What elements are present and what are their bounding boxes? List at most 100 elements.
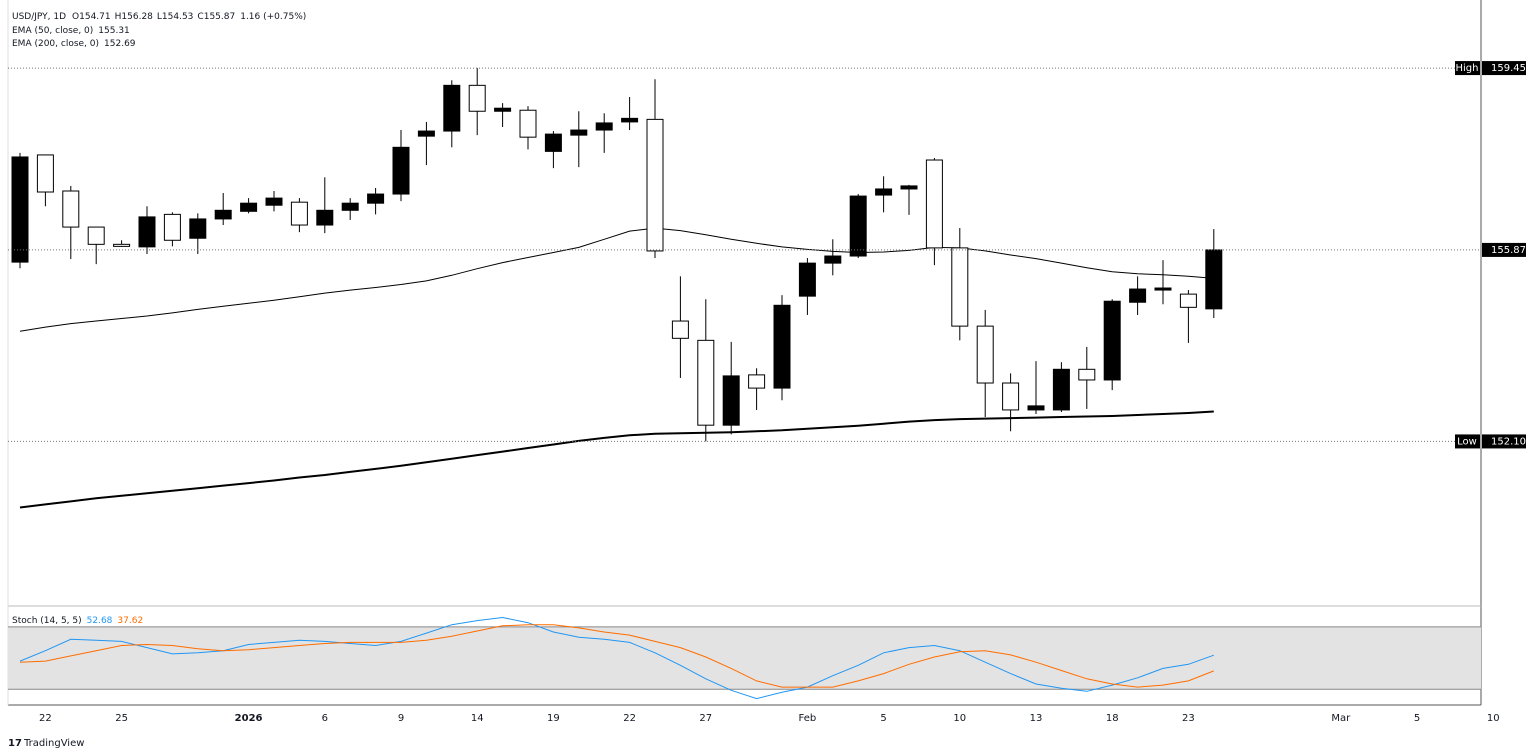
last-price-box xyxy=(1482,242,1526,257)
candle-body xyxy=(570,129,588,136)
candle-body xyxy=(849,195,867,257)
candle-body xyxy=(113,243,131,247)
candle-body xyxy=(1027,405,1045,411)
candle-body xyxy=(798,262,816,297)
candle-body xyxy=(900,185,918,190)
candle-body xyxy=(163,213,181,241)
c-value: 155.87 xyxy=(204,12,236,22)
candle-body xyxy=(468,84,486,112)
candle-body xyxy=(1103,300,1121,381)
candle-body xyxy=(671,320,689,339)
candle-body xyxy=(367,193,385,204)
candle-body xyxy=(87,226,105,245)
candle-body xyxy=(646,118,664,252)
candle-body xyxy=(240,202,258,212)
range-value: 159.45 xyxy=(1491,63,1526,74)
x-tick-label: 5 xyxy=(880,713,886,724)
x-tick-label: 10 xyxy=(953,713,966,724)
candle-body xyxy=(722,375,740,426)
brand-logo: 17 xyxy=(8,738,22,749)
x-tick-label: 19 xyxy=(547,713,560,724)
x-tick-label: 23 xyxy=(1182,713,1195,724)
x-tick-label: Mar xyxy=(1331,713,1351,724)
x-tick-label: 2026 xyxy=(235,713,263,724)
candle-body xyxy=(138,216,156,248)
range-name-box xyxy=(1455,61,1480,76)
range-name: Low xyxy=(1457,436,1477,447)
candle-body xyxy=(290,201,308,226)
line-series xyxy=(19,616,1214,700)
ema200-value: 152.69 xyxy=(104,39,136,49)
candle-body xyxy=(773,304,791,389)
x-tick-label: 9 xyxy=(398,713,404,724)
x-tick-label: 22 xyxy=(623,713,636,724)
range-value-box xyxy=(1482,61,1526,76)
candle-body xyxy=(595,122,613,131)
line-series xyxy=(19,410,1214,509)
candle-body xyxy=(316,209,334,226)
range-value: 152.10 xyxy=(1491,436,1526,447)
candle-body xyxy=(494,107,512,112)
stoch-d-value: 37.62 xyxy=(117,616,143,626)
range-name-box xyxy=(1455,434,1480,449)
l-value: 154.53 xyxy=(162,12,194,22)
h-label: H xyxy=(115,12,122,22)
candle-body xyxy=(11,156,29,263)
candle-body xyxy=(36,154,54,193)
candle-body xyxy=(519,109,537,138)
candle-body xyxy=(1154,287,1172,291)
brand-name: TradingView xyxy=(23,738,84,749)
candle-body xyxy=(214,209,232,220)
stoch-k-value: 52.68 xyxy=(87,616,113,626)
candle-body xyxy=(748,374,766,389)
grid xyxy=(8,626,1481,690)
candle-body xyxy=(443,84,461,132)
marks xyxy=(8,67,1481,700)
ema50-value: 155.31 xyxy=(98,26,130,36)
x-tick-label: 27 xyxy=(699,713,712,724)
c-label: C xyxy=(197,12,203,22)
x-tick-label: Feb xyxy=(799,713,817,724)
candle-body xyxy=(1205,249,1223,310)
candle-body xyxy=(1179,293,1197,308)
band-fill xyxy=(8,626,1481,690)
symbol: USD/JPY, 1D xyxy=(12,12,66,22)
candle-body xyxy=(392,146,410,195)
candle-body xyxy=(1078,368,1096,381)
line-series xyxy=(19,227,1214,332)
ema200-legend: EMA (200, close, 0) 152.69 xyxy=(12,39,136,49)
ema50-name: EMA (50, close, 0) xyxy=(12,26,93,36)
candle-body xyxy=(62,190,80,228)
x-tick-label: 22 xyxy=(39,713,52,724)
o-label: O xyxy=(72,12,79,22)
candle-body xyxy=(544,133,562,152)
candle-body xyxy=(1052,368,1070,411)
candle-body xyxy=(697,339,715,426)
candle-body xyxy=(1129,288,1147,303)
x-tick-label: 5 xyxy=(1414,713,1420,724)
stoch-name: Stoch (14, 5, 5) xyxy=(12,616,82,626)
x-tick-label: 13 xyxy=(1030,713,1043,724)
candle-body xyxy=(976,325,994,384)
brand: 17 TradingView xyxy=(8,738,84,749)
change: 1.16 (+0.75%) xyxy=(240,12,306,22)
legend-header: USD/JPY, 1D O154.71 H156.28 L154.53 C155.87 1… xyxy=(12,12,306,22)
last-price-label: 155.87 xyxy=(1491,245,1526,256)
l-label: L xyxy=(157,12,162,22)
candle-body xyxy=(265,197,283,206)
stoch-legend: Stoch (14, 5, 5) 52.68 37.62 xyxy=(12,616,143,626)
range-name: High xyxy=(1456,63,1479,74)
x-tick-label: 25 xyxy=(115,713,128,724)
candle-body xyxy=(925,159,943,249)
ema200-name: EMA (200, close, 0) xyxy=(12,39,99,49)
candle-body xyxy=(189,218,207,239)
h-value: 156.28 xyxy=(121,12,153,22)
candle-body xyxy=(621,117,639,123)
o-value: 154.71 xyxy=(79,12,111,22)
ema50-legend: EMA (50, close, 0) 155.31 xyxy=(12,26,130,36)
line-series xyxy=(19,624,1214,688)
x-tick-label: 10 xyxy=(1487,713,1500,724)
candle-body xyxy=(417,130,435,137)
